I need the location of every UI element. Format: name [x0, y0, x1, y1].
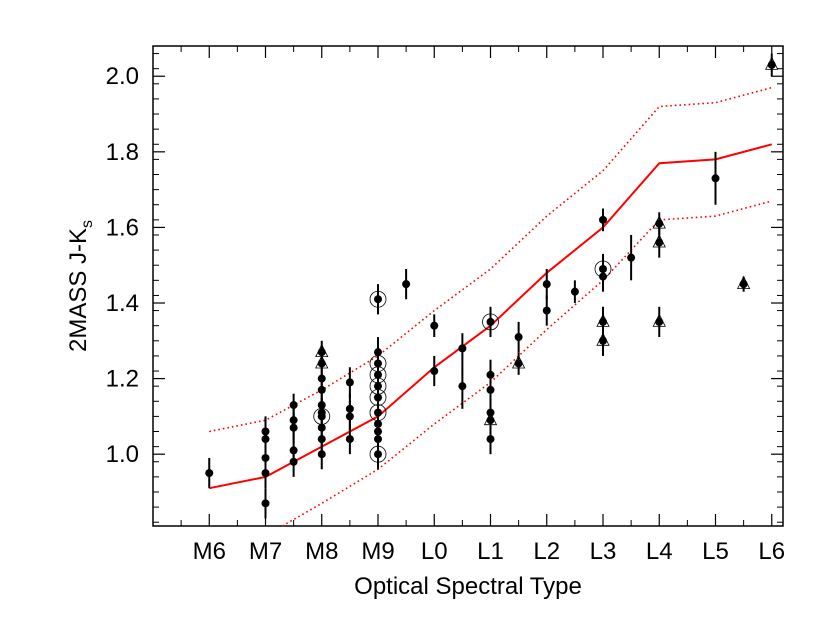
x-tick-label: M6 — [193, 538, 226, 565]
point-dot — [514, 359, 523, 368]
point-dot — [345, 412, 354, 421]
point-dot — [289, 423, 298, 432]
data-point — [596, 325, 610, 356]
data-point — [261, 457, 270, 489]
circle-marker — [369, 290, 387, 308]
y-tick-label: 2.0 — [106, 63, 139, 90]
data-point — [599, 208, 607, 232]
circle-marker — [482, 313, 499, 331]
y-axis-title: 2MASS J-Ks — [65, 220, 96, 352]
point-dot — [739, 280, 748, 289]
y-tick-label: 1.8 — [106, 139, 139, 166]
point-dot — [542, 306, 551, 315]
data-point — [652, 306, 666, 338]
point-dot — [514, 333, 523, 342]
data-point — [345, 423, 354, 455]
point-dot — [486, 416, 495, 425]
data-point — [430, 355, 439, 387]
data-point — [486, 423, 495, 455]
data-point — [458, 363, 467, 409]
y-axis-title-subscript: s — [79, 220, 96, 228]
point-dot — [655, 317, 664, 326]
x-tick-label: L0 — [421, 538, 448, 565]
model-line-dotted — [282, 200, 773, 527]
tick-labels: M6 M7 M8 M9 L0 L1 L2 L3 L4 L5 L6 1.0 1.2 1.4 1.6 1.8 2.0 — [106, 63, 785, 565]
point-dot — [627, 253, 636, 262]
point-dot — [402, 280, 411, 289]
point-dot — [345, 435, 354, 444]
data-point — [652, 227, 666, 258]
point-dot — [599, 336, 607, 345]
data-point — [511, 352, 526, 375]
axis-ticks — [152, 46, 783, 526]
x-tick-label: M8 — [305, 538, 338, 565]
data-point — [317, 439, 326, 470]
data-point — [765, 53, 779, 77]
x-tick-label: L1 — [477, 538, 504, 565]
point-dot — [261, 435, 270, 444]
point-dot — [542, 280, 551, 289]
y-axis-title-main: 2MASS J-K — [65, 228, 92, 352]
data-point — [205, 457, 214, 489]
data-point — [570, 280, 579, 304]
x-tick-label: M7 — [249, 538, 282, 565]
point-dot — [599, 272, 607, 281]
x-axis-title: Optical Spectral Type — [354, 573, 582, 600]
data-point — [289, 446, 298, 477]
circle-marker — [369, 445, 387, 463]
y-tick-label: 1.4 — [106, 290, 139, 317]
point-dot — [655, 219, 664, 228]
point-dot — [261, 499, 270, 508]
point-dot — [486, 435, 495, 444]
point-dot — [486, 317, 495, 326]
data-point — [542, 268, 551, 300]
point-dot — [711, 174, 720, 183]
point-dot — [289, 457, 298, 466]
x-tick-label: L4 — [646, 538, 673, 565]
data-point — [514, 321, 523, 353]
y-tick-label: 1.2 — [106, 366, 139, 393]
data-point — [430, 314, 439, 338]
data-point — [599, 261, 607, 292]
data-point — [711, 151, 720, 205]
data-point — [542, 295, 551, 326]
data-points — [205, 53, 779, 519]
data-point — [369, 439, 387, 470]
point-dot — [345, 378, 354, 387]
x-tick-label: L6 — [758, 538, 785, 565]
y-tick-label: 1.6 — [106, 214, 139, 241]
x-tick-label: M9 — [361, 538, 394, 565]
plot-frame — [152, 45, 784, 527]
point-dot — [374, 295, 382, 304]
data-point — [458, 333, 467, 364]
point-dot — [599, 317, 607, 326]
data-point — [627, 234, 636, 281]
y-tick-label: 1.0 — [106, 441, 139, 468]
point-dot — [374, 450, 382, 459]
x-tick-label: L5 — [702, 538, 729, 565]
x-tick-label: L2 — [533, 538, 560, 565]
data-point — [369, 284, 387, 315]
data-point — [345, 367, 354, 398]
point-dot — [570, 287, 579, 296]
point-dot — [767, 60, 776, 69]
data-point — [482, 306, 499, 338]
data-point — [261, 488, 270, 519]
data-point — [402, 268, 411, 300]
point-dot — [655, 238, 664, 247]
point-dot — [486, 385, 495, 394]
point-dot — [205, 469, 214, 478]
point-dot — [430, 321, 439, 330]
point-dot — [458, 344, 467, 353]
data-point — [736, 275, 751, 292]
point-dot — [261, 469, 270, 478]
point-dot — [599, 215, 607, 224]
x-tick-label: L3 — [590, 538, 617, 565]
point-dot — [317, 450, 326, 459]
point-dot — [430, 367, 439, 376]
point-dot — [458, 382, 467, 391]
